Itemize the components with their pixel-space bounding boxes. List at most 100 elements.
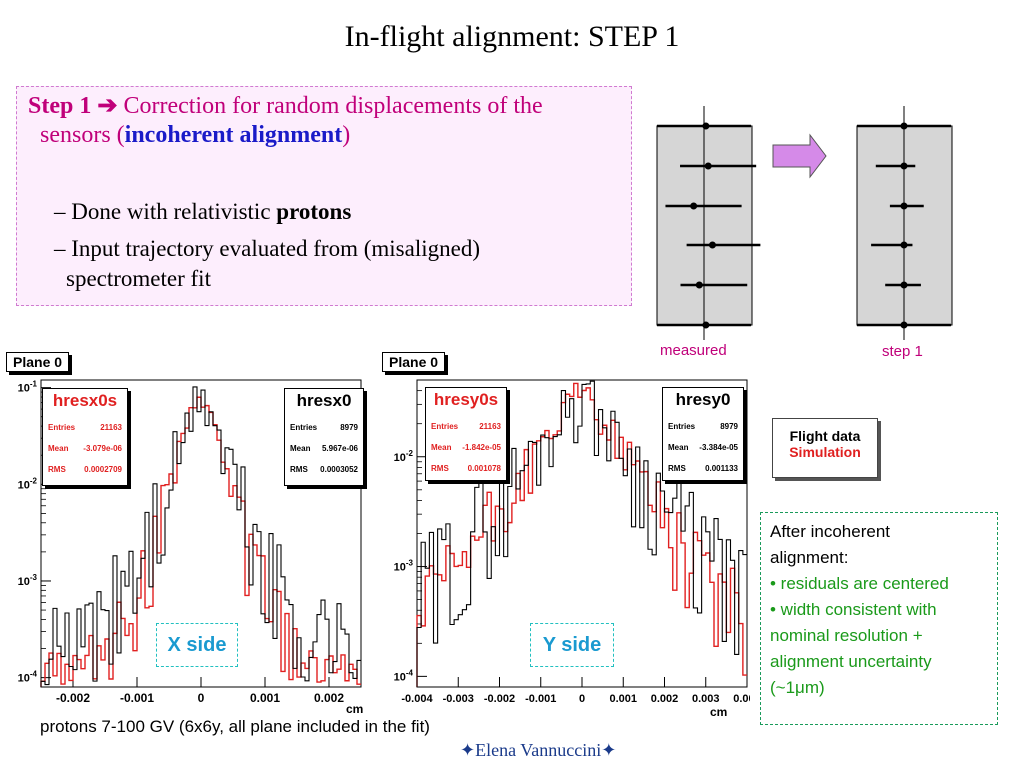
measured-point bbox=[702, 122, 710, 130]
y-tick-exponent: -4 bbox=[406, 668, 414, 677]
stat-rms: 0.001078 bbox=[467, 464, 501, 473]
step-line2-pre: sensors ( bbox=[40, 122, 125, 148]
y-tick-label: 10-3 bbox=[394, 559, 414, 574]
y-tick-exponent: -2 bbox=[406, 449, 414, 458]
legend: Flight data Simulation bbox=[772, 418, 878, 478]
y-tick-label: 10-3 bbox=[18, 573, 38, 588]
x-tick-label: -0.001 bbox=[120, 691, 154, 705]
stat-mean: -1.842e-05 bbox=[462, 443, 501, 452]
stat-entries: 21163 bbox=[100, 423, 122, 432]
stat-entries-label: Entries bbox=[668, 422, 696, 431]
step-label: Step 1 bbox=[28, 93, 92, 119]
x-side-label: X side bbox=[156, 623, 238, 667]
stat-rms: 0.0003052 bbox=[320, 465, 358, 474]
stat-name: hresx0s bbox=[52, 391, 118, 410]
step-line2-bold: incoherent alignment bbox=[124, 122, 343, 148]
stat-rms-label: RMS bbox=[431, 464, 449, 473]
bullet-bold: protons bbox=[276, 199, 352, 224]
plane-label-y: Plane 0 bbox=[382, 352, 446, 372]
step-heading: Step 1 ➔ Correction for random displacem… bbox=[28, 91, 543, 120]
step1-point bbox=[900, 321, 908, 329]
y-tick-label: 10-2 bbox=[394, 449, 414, 464]
stat-box-hresx0s: hresx0s Entries 21163 Mean -3.079e-06 RMS 0… bbox=[42, 388, 128, 486]
stat-mean-label: Mean bbox=[431, 443, 452, 452]
y-tick-exponent: -4 bbox=[30, 670, 38, 679]
y-tick-exponent: -2 bbox=[30, 476, 38, 485]
x-tick-label: 0.002 bbox=[651, 693, 679, 705]
x-tick-label: -0.001 bbox=[525, 693, 556, 705]
stat-rms-label: RMS bbox=[48, 465, 66, 474]
step1-point bbox=[900, 122, 908, 130]
note-line4: • width consistent with bbox=[770, 600, 937, 619]
stat-name: hresy0 bbox=[675, 390, 731, 409]
bullet-2: – Input trajectory evaluated from (misal… bbox=[54, 236, 480, 262]
step1-label: step 1 bbox=[882, 343, 923, 360]
x-tick-label: 0.002 bbox=[314, 691, 344, 705]
stat-mean: 5.967e-06 bbox=[321, 444, 358, 453]
y-tick-exponent: -1 bbox=[30, 380, 38, 389]
note-line1: After incoherent bbox=[770, 522, 891, 541]
measured-point bbox=[695, 281, 703, 289]
measured-tracks bbox=[657, 122, 761, 329]
step-box bbox=[16, 86, 632, 306]
stat-mean: -3.384e-05 bbox=[699, 443, 738, 452]
stat-entries-label: Entries bbox=[48, 423, 76, 432]
star-icon: ✦ bbox=[460, 740, 476, 760]
stat-mean-label: Mean bbox=[48, 444, 69, 453]
y-tick-exponent: -3 bbox=[406, 559, 414, 568]
note-line2: alignment: bbox=[770, 548, 849, 567]
step-subheading: sensors (incoherent alignment) bbox=[40, 122, 350, 149]
legend-flight: Flight data bbox=[789, 428, 861, 444]
stat-entries: 8979 bbox=[340, 423, 358, 432]
measured-point bbox=[702, 321, 710, 329]
star-icon: ✦ bbox=[601, 740, 617, 760]
step1-tracks bbox=[857, 122, 951, 329]
bullet-dash: – bbox=[54, 199, 66, 224]
right-arrow-icon: ➔ bbox=[97, 93, 118, 119]
step-line2-post: ) bbox=[342, 122, 351, 148]
note-line5: nominal resolution + bbox=[770, 626, 923, 645]
alignment-diagram: measured step 1 bbox=[656, 106, 953, 360]
xlabel-x: cm bbox=[346, 702, 363, 716]
y-tick-label: 10-2 bbox=[18, 476, 38, 491]
x-tick-label: -0.002 bbox=[56, 691, 90, 705]
x-tick-label: 0.001 bbox=[609, 693, 637, 705]
mu-symbol: μ bbox=[795, 678, 805, 697]
x-tick-label: -0.004 bbox=[401, 693, 433, 705]
arrow-right-icon bbox=[772, 133, 827, 179]
legend-simulation: Simulation bbox=[789, 444, 861, 460]
step1-point bbox=[900, 281, 908, 289]
slide-title: In-flight alignment: STEP 1 bbox=[344, 20, 680, 53]
measured-label: measured bbox=[660, 342, 727, 359]
step1-point bbox=[900, 202, 908, 210]
x-tick-label: 0.003 bbox=[692, 693, 720, 705]
bullet-2-continued: spectrometer fit bbox=[66, 266, 211, 291]
stat-rms: 0.001133 bbox=[705, 464, 738, 473]
author-name: Elena Vannuccini bbox=[475, 740, 602, 760]
plane-label-x: Plane 0 bbox=[6, 352, 70, 372]
axes-x: -0.002 -0.001 0 0.001 0.002 10-1 10-2 10-3 10-4 bbox=[18, 380, 345, 705]
note-line7-post: m) bbox=[804, 678, 825, 697]
step1-point bbox=[900, 241, 908, 249]
stat-mean-label: Mean bbox=[290, 444, 311, 453]
stat-entries-label: Entries bbox=[431, 422, 459, 431]
note-line3: • residuals are centered bbox=[770, 574, 949, 593]
x-tick-label: 0.004 bbox=[733, 693, 750, 705]
stat-entries-label: Entries bbox=[290, 423, 318, 432]
stat-box-hresy0: hresy0 Entries 8979 Mean -3.384e-05 RMS 0.0… bbox=[662, 387, 744, 481]
footer-note: protons 7-100 GV (6x6y, all plane includ… bbox=[40, 717, 430, 736]
stat-mean: -3.079e-06 bbox=[83, 444, 122, 453]
series-hresx0 bbox=[40, 386, 361, 687]
note-box: After incoherent alignment: • residuals … bbox=[760, 512, 998, 725]
stat-box-hresy0s: hresy0s Entries 21163 Mean -1.842e-05 RMS 0… bbox=[425, 387, 507, 481]
bullet-1: – Done with relativistic protons bbox=[54, 199, 351, 225]
x-tick-label: -0.003 bbox=[443, 693, 474, 705]
measured-point bbox=[690, 202, 698, 210]
step1-point bbox=[900, 162, 908, 170]
y-tick-label: 10-4 bbox=[18, 670, 38, 685]
bullet-dash: – bbox=[54, 236, 66, 261]
x-tick-label: 0.001 bbox=[250, 691, 280, 705]
stat-entries: 8979 bbox=[720, 422, 738, 431]
x-tick-label: -0.002 bbox=[484, 693, 515, 705]
stat-name: hresy0s bbox=[433, 390, 499, 409]
